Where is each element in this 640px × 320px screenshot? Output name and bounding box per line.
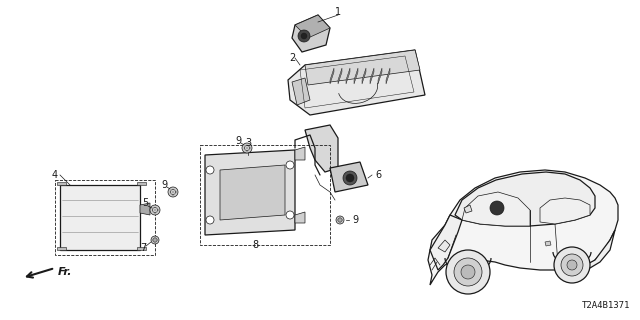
- Polygon shape: [545, 241, 551, 246]
- Polygon shape: [295, 15, 330, 38]
- Circle shape: [554, 247, 590, 283]
- Polygon shape: [378, 68, 382, 84]
- Polygon shape: [464, 205, 472, 213]
- Text: 2: 2: [289, 53, 295, 63]
- Circle shape: [206, 166, 214, 174]
- Polygon shape: [430, 215, 462, 270]
- Polygon shape: [57, 182, 66, 185]
- Polygon shape: [137, 247, 146, 250]
- Polygon shape: [438, 240, 450, 252]
- Circle shape: [301, 33, 307, 39]
- Polygon shape: [220, 165, 285, 220]
- Circle shape: [286, 161, 294, 169]
- Polygon shape: [386, 68, 390, 84]
- Polygon shape: [370, 68, 374, 84]
- Polygon shape: [330, 68, 334, 84]
- Circle shape: [461, 265, 475, 279]
- Polygon shape: [57, 247, 66, 250]
- Polygon shape: [288, 50, 425, 115]
- Circle shape: [206, 216, 214, 224]
- Text: 3: 3: [245, 138, 251, 148]
- Bar: [55, 180, 155, 255]
- Text: 5: 5: [142, 198, 148, 208]
- Circle shape: [153, 238, 157, 242]
- Polygon shape: [462, 192, 530, 226]
- Polygon shape: [137, 182, 146, 185]
- Polygon shape: [60, 185, 140, 250]
- Circle shape: [343, 171, 357, 185]
- Polygon shape: [362, 68, 366, 84]
- Circle shape: [242, 143, 252, 153]
- Circle shape: [454, 258, 482, 286]
- Polygon shape: [295, 147, 305, 160]
- Text: 9: 9: [352, 215, 358, 225]
- Text: T2A4B1371: T2A4B1371: [582, 301, 630, 310]
- Polygon shape: [455, 172, 595, 226]
- Circle shape: [446, 250, 490, 294]
- Polygon shape: [338, 68, 342, 84]
- Polygon shape: [292, 15, 330, 52]
- Circle shape: [286, 211, 294, 219]
- Polygon shape: [580, 230, 615, 268]
- Text: 1: 1: [335, 7, 341, 17]
- Circle shape: [151, 236, 159, 244]
- Circle shape: [338, 218, 342, 222]
- Polygon shape: [540, 198, 590, 224]
- Polygon shape: [140, 203, 150, 215]
- Text: 6: 6: [375, 170, 381, 180]
- Text: 9: 9: [235, 136, 241, 146]
- Circle shape: [490, 201, 504, 215]
- Circle shape: [150, 205, 160, 215]
- Bar: [200, 145, 330, 245]
- Text: 9: 9: [161, 180, 167, 190]
- Text: 4: 4: [52, 170, 58, 180]
- Polygon shape: [354, 68, 358, 84]
- Polygon shape: [305, 50, 420, 85]
- Circle shape: [567, 260, 577, 270]
- Circle shape: [170, 189, 175, 195]
- Polygon shape: [292, 78, 310, 105]
- Circle shape: [244, 146, 250, 150]
- Polygon shape: [428, 170, 618, 285]
- Circle shape: [152, 207, 157, 212]
- Polygon shape: [330, 162, 368, 192]
- Circle shape: [298, 30, 310, 42]
- Text: 8: 8: [252, 240, 258, 250]
- Circle shape: [561, 254, 583, 276]
- Text: 7: 7: [140, 243, 146, 253]
- Circle shape: [336, 216, 344, 224]
- Polygon shape: [346, 68, 350, 84]
- Polygon shape: [205, 150, 295, 235]
- Polygon shape: [295, 212, 305, 223]
- Circle shape: [168, 187, 178, 197]
- Circle shape: [346, 174, 354, 182]
- Text: Fr.: Fr.: [58, 267, 72, 277]
- Polygon shape: [305, 125, 338, 172]
